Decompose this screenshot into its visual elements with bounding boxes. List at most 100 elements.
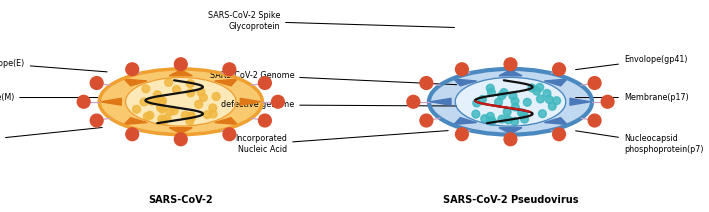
- Ellipse shape: [186, 89, 194, 97]
- Text: Incorporated
Nucleic Acid: Incorporated Nucleic Acid: [235, 131, 448, 154]
- Polygon shape: [454, 118, 476, 124]
- Ellipse shape: [533, 87, 541, 95]
- Ellipse shape: [500, 89, 508, 96]
- Ellipse shape: [174, 58, 187, 71]
- Ellipse shape: [504, 116, 512, 124]
- Ellipse shape: [153, 91, 161, 99]
- Ellipse shape: [420, 77, 432, 89]
- Polygon shape: [454, 79, 476, 86]
- Ellipse shape: [511, 103, 519, 111]
- Ellipse shape: [548, 102, 556, 110]
- Polygon shape: [215, 79, 238, 86]
- Text: Envolope(gp41): Envolope(gp41): [576, 55, 688, 70]
- Ellipse shape: [203, 111, 211, 119]
- Ellipse shape: [142, 85, 150, 93]
- Polygon shape: [430, 98, 451, 105]
- Ellipse shape: [488, 88, 496, 96]
- Ellipse shape: [99, 69, 262, 135]
- Ellipse shape: [195, 100, 203, 108]
- Ellipse shape: [259, 114, 272, 127]
- Ellipse shape: [147, 97, 155, 105]
- Polygon shape: [124, 118, 147, 124]
- Ellipse shape: [539, 110, 547, 118]
- Ellipse shape: [511, 97, 519, 105]
- Ellipse shape: [456, 128, 468, 141]
- Text: SARS-CoV-2 Genome: SARS-CoV-2 Genome: [210, 71, 457, 85]
- Ellipse shape: [588, 77, 601, 89]
- Ellipse shape: [601, 95, 614, 108]
- Text: SARS-CoV-2 Spike
Glycoprotein: SARS-CoV-2 Spike Glycoprotein: [208, 11, 454, 31]
- Ellipse shape: [272, 95, 284, 108]
- Ellipse shape: [498, 115, 506, 123]
- Ellipse shape: [164, 78, 172, 86]
- Ellipse shape: [90, 77, 103, 89]
- Ellipse shape: [481, 115, 489, 123]
- Polygon shape: [240, 98, 261, 105]
- Ellipse shape: [209, 110, 217, 118]
- Ellipse shape: [133, 105, 140, 113]
- Ellipse shape: [159, 105, 167, 113]
- Ellipse shape: [504, 58, 517, 71]
- Polygon shape: [499, 128, 522, 134]
- Ellipse shape: [510, 117, 518, 125]
- Ellipse shape: [487, 117, 495, 125]
- Ellipse shape: [553, 128, 565, 141]
- Ellipse shape: [212, 93, 220, 100]
- Text: Membrane(M): Membrane(M): [0, 93, 98, 102]
- Ellipse shape: [186, 117, 194, 125]
- Ellipse shape: [163, 114, 171, 122]
- Ellipse shape: [407, 95, 420, 108]
- Ellipse shape: [187, 112, 195, 120]
- Ellipse shape: [429, 69, 592, 135]
- Polygon shape: [545, 118, 567, 124]
- Polygon shape: [124, 79, 147, 86]
- Ellipse shape: [489, 117, 496, 125]
- Ellipse shape: [223, 128, 235, 141]
- Ellipse shape: [140, 98, 148, 106]
- Ellipse shape: [545, 96, 553, 103]
- Ellipse shape: [174, 133, 187, 146]
- Ellipse shape: [159, 97, 167, 105]
- Polygon shape: [169, 128, 192, 134]
- Ellipse shape: [126, 63, 139, 76]
- Ellipse shape: [160, 117, 168, 124]
- Polygon shape: [499, 70, 522, 76]
- Ellipse shape: [170, 107, 178, 115]
- Polygon shape: [570, 98, 591, 105]
- Polygon shape: [169, 70, 192, 76]
- Ellipse shape: [166, 108, 174, 116]
- Ellipse shape: [77, 95, 90, 108]
- Ellipse shape: [158, 97, 166, 105]
- Text: defective genome: defective genome: [221, 100, 457, 109]
- Text: SARS-CoV-2 Pseudovirus: SARS-CoV-2 Pseudovirus: [442, 195, 579, 205]
- Ellipse shape: [498, 92, 506, 100]
- Ellipse shape: [456, 63, 468, 76]
- Ellipse shape: [172, 86, 180, 93]
- Ellipse shape: [125, 77, 236, 126]
- Ellipse shape: [473, 99, 481, 107]
- Ellipse shape: [188, 113, 196, 121]
- Ellipse shape: [528, 84, 536, 92]
- Ellipse shape: [495, 98, 503, 106]
- Text: Nucleocapsid
phosphoprotein(p7): Nucleocapsid phosphoprotein(p7): [576, 131, 703, 154]
- Ellipse shape: [553, 97, 561, 105]
- Ellipse shape: [504, 133, 517, 146]
- Ellipse shape: [182, 111, 189, 119]
- Ellipse shape: [479, 96, 486, 103]
- Ellipse shape: [455, 77, 566, 126]
- Ellipse shape: [518, 109, 525, 117]
- Text: SARS-CoV-2: SARS-CoV-2: [148, 195, 213, 205]
- Ellipse shape: [209, 104, 217, 112]
- Text: Nucleocapsid
phosphoprotein(N): Nucleocapsid phosphoprotein(N): [0, 127, 102, 152]
- Ellipse shape: [486, 112, 494, 120]
- Text: Envolope(E): Envolope(E): [0, 59, 107, 72]
- Ellipse shape: [155, 96, 163, 104]
- Ellipse shape: [199, 94, 207, 101]
- Ellipse shape: [536, 84, 544, 91]
- Ellipse shape: [520, 110, 527, 118]
- Ellipse shape: [486, 84, 494, 92]
- Ellipse shape: [503, 108, 511, 116]
- Ellipse shape: [157, 104, 164, 111]
- Ellipse shape: [197, 88, 205, 96]
- Ellipse shape: [158, 115, 166, 123]
